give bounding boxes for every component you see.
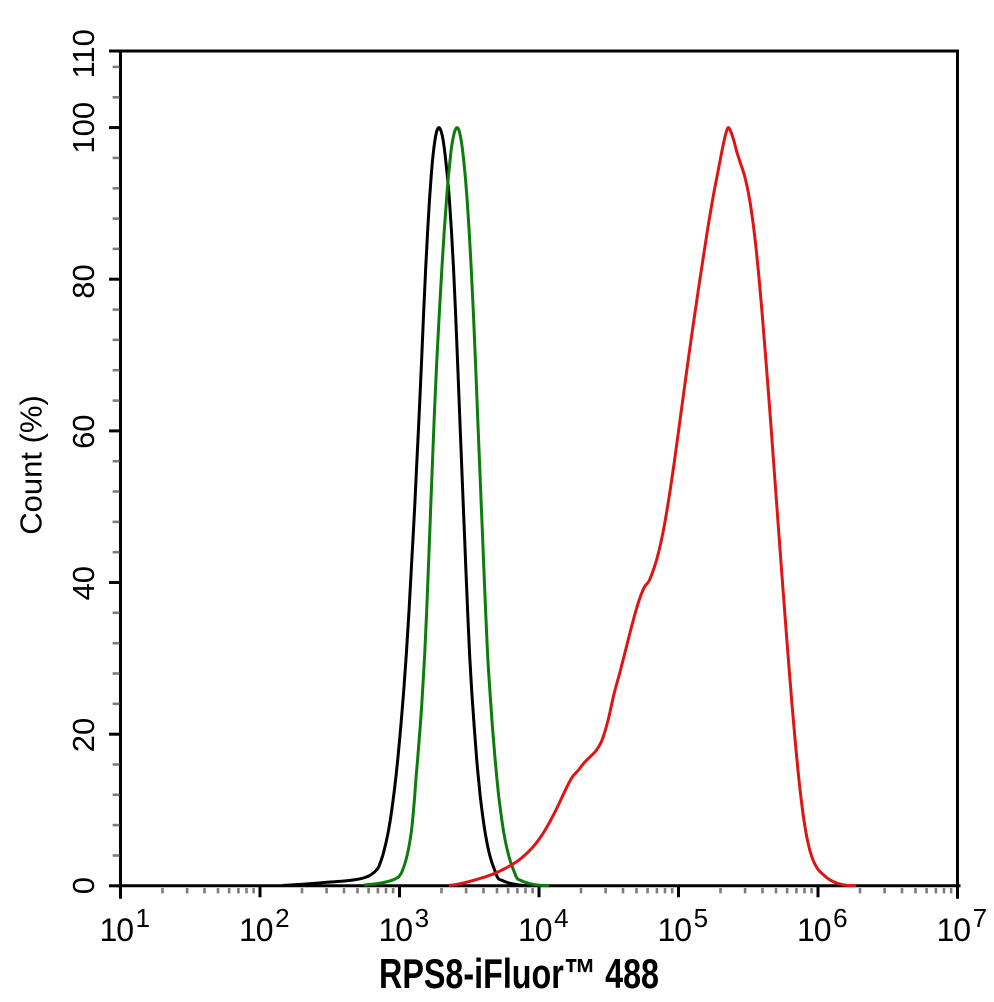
- svg-text:RPS8-iFluor™ 488: RPS8-iFluor™ 488: [379, 950, 659, 997]
- svg-text:100: 100: [66, 102, 101, 154]
- svg-text:20: 20: [66, 718, 101, 752]
- svg-text:0: 0: [66, 877, 101, 894]
- svg-text:110: 110: [66, 29, 101, 78]
- svg-text:40: 40: [66, 566, 101, 600]
- svg-text:Count (%): Count (%): [14, 395, 49, 535]
- svg-text:60: 60: [66, 414, 101, 448]
- svg-text:80: 80: [66, 264, 101, 298]
